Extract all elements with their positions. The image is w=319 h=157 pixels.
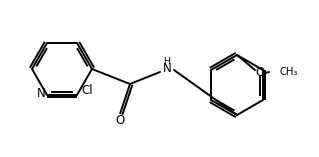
- Text: CH₃: CH₃: [280, 67, 298, 77]
- Text: Cl: Cl: [81, 84, 93, 97]
- Text: N: N: [163, 62, 171, 76]
- Text: N: N: [37, 87, 45, 100]
- Text: H: H: [164, 57, 170, 67]
- Text: O: O: [256, 67, 265, 79]
- Text: O: O: [115, 114, 125, 127]
